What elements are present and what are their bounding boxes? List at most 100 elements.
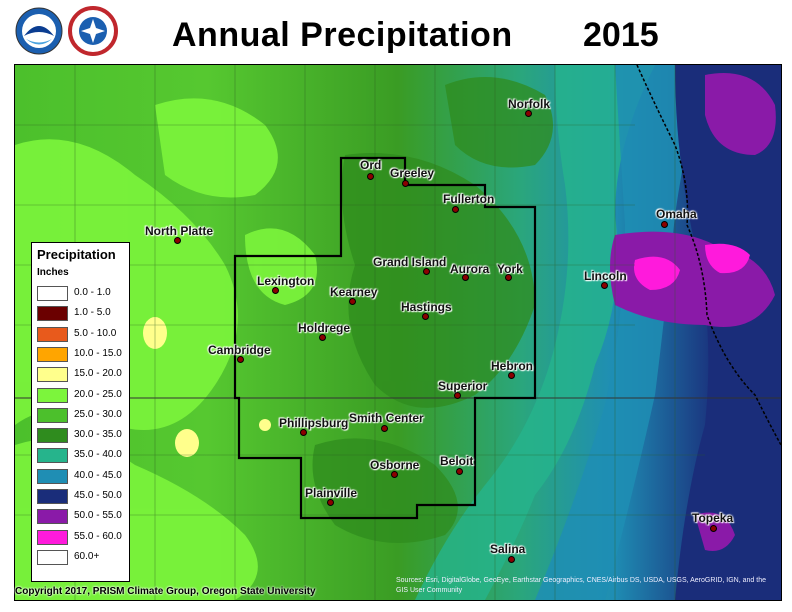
legend-item: 5.0 - 10.0 [37, 326, 127, 342]
city-marker [508, 372, 515, 379]
city-label: Smith Center [349, 411, 424, 425]
legend-swatch [37, 326, 68, 342]
legend-label: 40.0 - 45.0 [74, 469, 122, 481]
map-header: Annual Precipitation 2015 [0, 0, 792, 64]
city-marker [327, 499, 334, 506]
precip-zone-30-35 [312, 77, 553, 543]
city-marker [391, 471, 398, 478]
legend-label: 55.0 - 60.0 [74, 530, 122, 542]
city-marker [452, 206, 459, 213]
legend-swatch [37, 387, 68, 403]
legend-swatch [37, 286, 68, 301]
city-label: Hebron [491, 359, 533, 373]
legend: Precipitation Inches 0.0 - 1.0 1.0 - 5.0 5… [31, 242, 130, 582]
legend-title: Precipitation [37, 247, 116, 262]
county-lines [15, 65, 705, 600]
copyright-text: Copyright 2017, PRISM Climate Group, Ore… [15, 586, 316, 597]
forecast-area-border [233, 156, 537, 520]
city-label: Hastings [401, 300, 452, 314]
legend-label: 20.0 - 25.0 [74, 388, 122, 400]
city-marker [349, 298, 356, 305]
legend-item: 20.0 - 25.0 [37, 387, 127, 403]
city-label: Norfolk [508, 97, 550, 111]
city-label: Salina [490, 542, 526, 556]
city-marker [237, 356, 244, 363]
city-label: North Platte [145, 224, 214, 238]
city-marker [462, 274, 469, 281]
legend-label: 1.0 - 5.0 [74, 307, 111, 319]
city-label: Phillipsburg [279, 416, 349, 430]
legend-item: 50.0 - 55.0 [37, 509, 127, 525]
legend-label: 15.0 - 20.0 [74, 368, 122, 380]
precip-zone-45-50 [675, 65, 781, 600]
city-marker [661, 221, 668, 228]
legend-item: 30.0 - 35.0 [37, 428, 127, 444]
legend-label: 35.0 - 40.0 [74, 449, 122, 461]
city-label: Cambridge [208, 343, 271, 357]
city-marker [456, 468, 463, 475]
city-marker [454, 392, 461, 399]
legend-swatch [37, 346, 68, 362]
legend-item: 60.0+ [37, 549, 127, 565]
legend-label: 50.0 - 55.0 [74, 510, 122, 522]
city-marker [174, 237, 181, 244]
legend-item: 0.0 - 1.0 [37, 286, 127, 301]
map-year: 2015 [583, 16, 659, 54]
legend-item: 25.0 - 30.0 [37, 407, 127, 423]
city-label: Lexington [257, 274, 315, 288]
legend-item: 35.0 - 40.0 [37, 448, 127, 464]
city-marker [300, 429, 307, 436]
city-label: Kearney [330, 285, 378, 299]
legend-swatch [37, 468, 68, 484]
legend-item: 45.0 - 50.0 [37, 489, 127, 504]
city-marker [508, 556, 515, 563]
legend-item: 10.0 - 15.0 [37, 346, 127, 362]
city-label: Lincoln [584, 269, 627, 283]
state-border-missouri-river [636, 65, 781, 446]
city-marker [422, 313, 429, 320]
legend-item: 40.0 - 45.0 [37, 468, 127, 484]
legend-swatch [37, 529, 68, 545]
city-label: Aurora [450, 262, 490, 276]
nws-logo [68, 6, 118, 56]
city-marker [272, 287, 279, 294]
legend-label: 0.0 - 1.0 [74, 287, 111, 298]
legend-swatch [37, 549, 68, 565]
city-marker [381, 425, 388, 432]
legend-item: 1.0 - 5.0 [37, 306, 127, 322]
precip-zone-55-60 [634, 243, 750, 290]
legend-swatch [37, 509, 68, 525]
city-label: Greeley [390, 166, 435, 180]
city-label: Osborne [370, 458, 420, 472]
legend-swatch [37, 448, 68, 464]
noaa-logo [14, 6, 64, 56]
legend-swatch [37, 407, 68, 423]
city-marker [601, 282, 608, 289]
legend-label: 10.0 - 15.0 [74, 347, 122, 359]
legend-swatch [37, 489, 68, 504]
legend-label: 25.0 - 30.0 [74, 408, 122, 420]
city-marker [423, 268, 430, 275]
legend-label: 30.0 - 35.0 [74, 429, 122, 441]
city-label: Grand Island [373, 255, 447, 269]
legend-swatch [37, 428, 68, 444]
city-label: Plainville [305, 486, 358, 500]
legend-label: 45.0 - 50.0 [74, 490, 122, 501]
legend-label: 5.0 - 10.0 [74, 327, 117, 339]
city-marker [402, 180, 409, 187]
city-marker [525, 110, 532, 117]
city-label: Beloit [440, 454, 474, 468]
legend-swatch [37, 306, 68, 322]
legend-label: 60.0+ [74, 550, 100, 562]
legend-item: 55.0 - 60.0 [37, 529, 127, 545]
city-marker [710, 525, 717, 532]
precip-zone-40-45 [535, 65, 705, 600]
legend-swatch [37, 367, 68, 383]
legend-units: Inches [37, 267, 69, 278]
city-marker [319, 334, 326, 341]
city-label: Omaha [656, 207, 697, 221]
map-title: Annual Precipitation [172, 16, 513, 54]
city-label: York [497, 262, 523, 276]
city-marker [367, 173, 374, 180]
map-sources-text: Sources: Esri, DigitalGlobe, GeoEye, Ear… [396, 577, 766, 594]
